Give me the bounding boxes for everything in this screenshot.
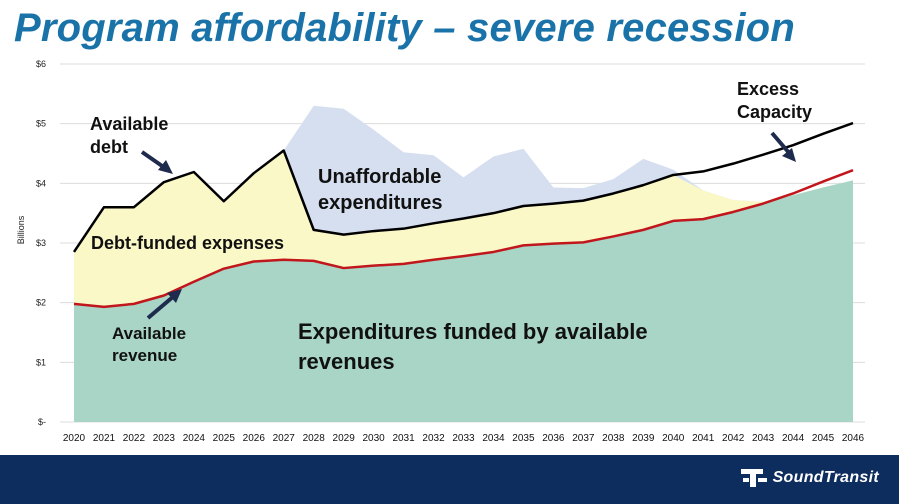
annotation-available-debt-line2: debt (90, 137, 128, 157)
x-tick-label: 2026 (243, 433, 266, 444)
annotation-funded-line1: Expenditures funded by available (298, 319, 648, 344)
annotation-debt-funded-text: Debt-funded expenses (91, 233, 284, 253)
x-tick-label: 2028 (303, 433, 326, 444)
x-tick-label: 2040 (662, 433, 685, 444)
annotation-excess-line2: Capacity (737, 102, 812, 122)
line-available-debt (72, 121, 854, 253)
line-series (72, 121, 854, 309)
line-available-revenue (73, 169, 854, 309)
x-tick-label: 2032 (422, 433, 445, 444)
area-series (74, 105, 853, 423)
x-tick-label: 2039 (632, 433, 655, 444)
y-tick-label: $5 (36, 119, 46, 129)
affordability-chart: $-$1$2$3$4$5$6 2020 2021 2022 2023 2024 2025 2… (16, 59, 865, 444)
y-tick-label: $- (38, 417, 46, 427)
annotation-excess-capacity: Excess Capacity (737, 79, 812, 162)
x-tick-label: 2037 (572, 433, 595, 444)
x-tick-label: 2023 (153, 433, 176, 444)
area-funded-by-revenues (74, 180, 853, 422)
x-tick-label: 2027 (273, 433, 296, 444)
annotation-unaffordable-line1: Unaffordable (318, 166, 441, 188)
annotation-available-debt-line1: Available (90, 114, 168, 134)
annotation-available-revenue: Available revenue (112, 289, 186, 365)
y-tick-label: $1 (36, 357, 46, 367)
x-tick-label: 2030 (362, 433, 385, 444)
arrow-icon (770, 131, 796, 162)
x-tick-label: 2044 (782, 433, 805, 444)
annotation-available-revenue-line1: Available (112, 324, 186, 343)
x-tick-label: 2031 (392, 433, 415, 444)
x-tick-label: 2021 (93, 433, 116, 444)
x-tick-label: 2046 (842, 433, 865, 444)
footer-bar: SoundTransit (0, 455, 899, 504)
y-tick-label: $4 (36, 178, 46, 188)
annotation-available-revenue-line2: revenue (112, 346, 177, 365)
x-tick-label: 2041 (692, 433, 715, 444)
logo-text: SoundTransit (772, 469, 879, 486)
annotation-available-debt: Available debt (90, 114, 173, 174)
y-tick-label: $6 (36, 59, 46, 69)
y-tick-labels: $- $1 $2 $3 $4 $5 $6 (36, 59, 46, 427)
arrow-icon (146, 289, 182, 320)
annotation-funded-expenditures: Expenditures funded by available revenue… (298, 319, 648, 374)
x-tick-label: 2020 (63, 433, 86, 444)
x-tick-label: 2024 (183, 433, 206, 444)
annotation-unaffordable-line2: expenditures (318, 192, 442, 214)
x-tick-label: 2022 (123, 433, 146, 444)
x-tick-label: 2036 (542, 433, 565, 444)
x-tick-label: 2033 (452, 433, 475, 444)
annotation-unaffordable: Unaffordable expenditures (318, 166, 442, 214)
y-tick-label: $2 (36, 298, 46, 308)
x-tick-label: 2038 (602, 433, 625, 444)
x-tick-labels: 2020 2021 2022 2023 2024 2025 2026 2027 2028 2029… (63, 433, 865, 444)
annotation-funded-line2: revenues (298, 349, 395, 374)
x-tick-label: 2034 (482, 433, 505, 444)
transit-logo-icon (740, 469, 767, 487)
annotation-excess-line1: Excess (737, 79, 799, 99)
sound-transit-logo: SoundTransit (740, 467, 879, 489)
y-tick-label: $3 (36, 238, 46, 248)
x-tick-label: 2043 (752, 433, 775, 444)
x-tick-label: 2045 (812, 433, 835, 444)
arrow-icon (140, 150, 173, 174)
x-tick-label: 2025 (213, 433, 236, 444)
x-tick-label: 2029 (333, 433, 356, 444)
x-tick-label: 2035 (512, 433, 535, 444)
y-axis-label: Billions (16, 215, 26, 244)
slide-title: Program affordability – severe recession (14, 6, 795, 50)
x-tick-label: 2042 (722, 433, 745, 444)
annotation-debt-funded: Debt-funded expenses (91, 233, 284, 253)
